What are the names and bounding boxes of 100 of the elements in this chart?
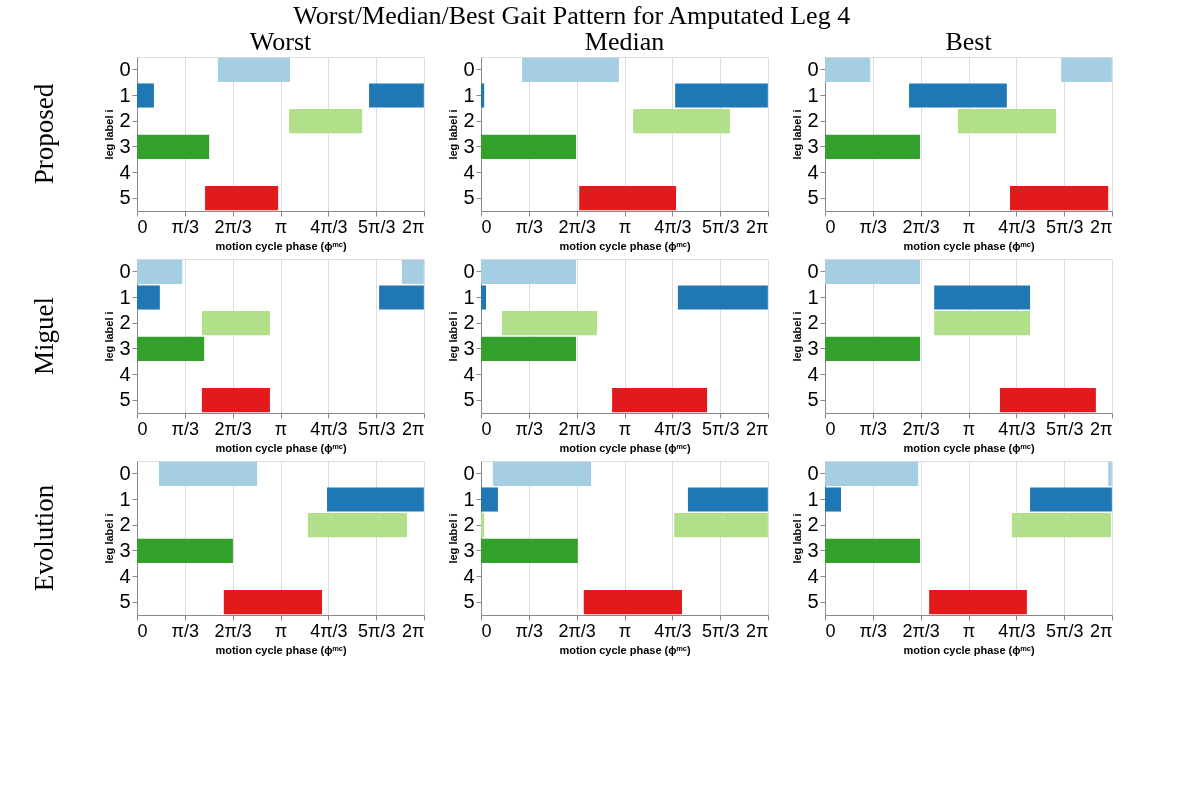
y-tick-label: 3 <box>807 134 819 157</box>
x-tick-label: 5π/3 <box>357 216 396 237</box>
x-tick-label: 4π/3 <box>998 620 1036 641</box>
y-tick-label: 1 <box>119 83 131 106</box>
y-tick-label: 4 <box>119 160 131 183</box>
y-tick-label: 4 <box>807 564 819 587</box>
x-tick-label: 2π <box>746 620 769 641</box>
y-tick-label: 3 <box>807 538 819 561</box>
x-tick-label: 2π <box>402 216 425 237</box>
x-tick-label: 4π/3 <box>654 620 692 641</box>
x-tick-label: 2π <box>746 216 769 237</box>
y-tick-label: 2 <box>463 513 475 536</box>
x-tick-label: 2π <box>746 418 769 439</box>
y-tick-label: 0 <box>807 57 819 80</box>
y-tick-label: 5 <box>463 590 475 613</box>
x-tick-label: 2π/3 <box>902 620 940 641</box>
x-tick-label: 4π/3 <box>310 418 348 439</box>
y-tick-label: 2 <box>807 311 819 334</box>
x-tick-label: π <box>274 216 288 237</box>
y-tick-label: 5 <box>807 590 819 613</box>
y-tick-label: 4 <box>807 160 819 183</box>
text: Worst/Median/Best Gait Pattern for Amputated Leg 4 <box>293 0 851 30</box>
y-tick-label: 4 <box>119 564 131 587</box>
x-tick-label: 0 <box>137 216 148 237</box>
x-axis-title: motion cycle phase (ϕᵐᶜ) <box>903 441 1035 454</box>
y-tick-label: 1 <box>807 285 819 308</box>
y-tick-label: 5 <box>119 388 131 411</box>
x-tick-label: π/3 <box>171 418 200 439</box>
x-tick-label: 2π <box>402 620 425 641</box>
y-tick-label: 1 <box>807 487 819 510</box>
y-tick-label: 2 <box>119 311 131 334</box>
y-tick-label: 0 <box>119 57 131 80</box>
y-tick-label: 3 <box>463 134 475 157</box>
x-tick-label: π <box>962 216 976 237</box>
y-axis-title: leg label i <box>447 311 460 362</box>
x-tick-label: π/3 <box>171 620 200 641</box>
x-tick-label: 2π/3 <box>902 216 940 237</box>
y-tick-label: 0 <box>119 259 131 282</box>
y-axis-title: leg label i <box>103 109 116 160</box>
x-axis-title: motion cycle phase (ϕᵐᶜ) <box>215 643 347 656</box>
y-tick-label: 1 <box>463 285 475 308</box>
y-tick-label: 2 <box>807 513 819 536</box>
y-tick-label: 4 <box>463 362 475 385</box>
y-tick-label: 4 <box>463 564 475 587</box>
y-tick-label: 5 <box>807 186 819 209</box>
x-tick-label: 5π/3 <box>357 418 396 439</box>
chart-title: Median <box>584 27 665 56</box>
y-tick-label: 1 <box>119 487 131 510</box>
x-tick-label: 0 <box>481 620 492 641</box>
y-tick-label: 3 <box>119 134 131 157</box>
y-tick-label: 1 <box>463 83 475 106</box>
x-tick-label: 0 <box>137 620 148 641</box>
y-tick-label: 0 <box>463 57 475 80</box>
x-tick-label: π <box>618 418 632 439</box>
y-tick-label: 3 <box>807 336 819 359</box>
y-tick-label: 4 <box>119 362 131 385</box>
chart-title: Worst <box>249 27 312 56</box>
y-tick-label: 1 <box>807 83 819 106</box>
y-tick-label: 2 <box>463 109 475 132</box>
y-tick-label: 5 <box>119 590 131 613</box>
x-tick-label: π/3 <box>859 620 888 641</box>
x-tick-label: 5π/3 <box>1045 418 1084 439</box>
x-tick-label: π/3 <box>515 620 544 641</box>
x-tick-label: π <box>618 216 632 237</box>
y-tick-label: 5 <box>119 186 131 209</box>
y-tick-label: 4 <box>807 362 819 385</box>
x-axis-title: motion cycle phase (ϕᵐᶜ) <box>903 239 1035 252</box>
text: Miguel <box>29 297 59 375</box>
text: Proposed <box>29 83 59 185</box>
x-tick-label: 5π/3 <box>357 620 396 641</box>
x-tick-label: 2π/3 <box>214 418 252 439</box>
x-tick-label: π <box>962 620 976 641</box>
x-tick-label: π/3 <box>515 216 544 237</box>
x-tick-label: 2π/3 <box>214 216 252 237</box>
x-tick-label: π/3 <box>859 216 888 237</box>
y-tick-label: 4 <box>463 160 475 183</box>
x-axis-title: motion cycle phase (ϕᵐᶜ) <box>559 441 691 454</box>
x-tick-label: 5π/3 <box>1045 620 1084 641</box>
x-tick-label: 4π/3 <box>310 216 348 237</box>
x-tick-label: 0 <box>481 216 492 237</box>
x-axis-title: motion cycle phase (ϕᵐᶜ) <box>903 643 1035 656</box>
y-tick-label: 2 <box>119 109 131 132</box>
x-tick-label: 2π/3 <box>902 418 940 439</box>
y-tick-label: 1 <box>119 285 131 308</box>
x-tick-label: 2π <box>1090 216 1113 237</box>
x-tick-label: 0 <box>137 418 148 439</box>
y-axis-title: leg label i <box>103 513 116 564</box>
x-tick-label: 4π/3 <box>998 216 1036 237</box>
y-axis-title: leg label i <box>447 109 460 160</box>
y-tick-label: 0 <box>463 461 475 484</box>
x-tick-label: π <box>962 418 976 439</box>
x-tick-label: π/3 <box>171 216 200 237</box>
y-axis-title: leg label i <box>103 311 116 362</box>
y-tick-label: 3 <box>119 538 131 561</box>
y-axis-title: leg label i <box>791 513 804 564</box>
x-tick-label: 4π/3 <box>654 418 692 439</box>
x-tick-label: 0 <box>825 418 836 439</box>
x-axis-title: motion cycle phase (ϕᵐᶜ) <box>215 441 347 454</box>
y-tick-label: 0 <box>463 259 475 282</box>
y-axis-title: leg label i <box>447 513 460 564</box>
